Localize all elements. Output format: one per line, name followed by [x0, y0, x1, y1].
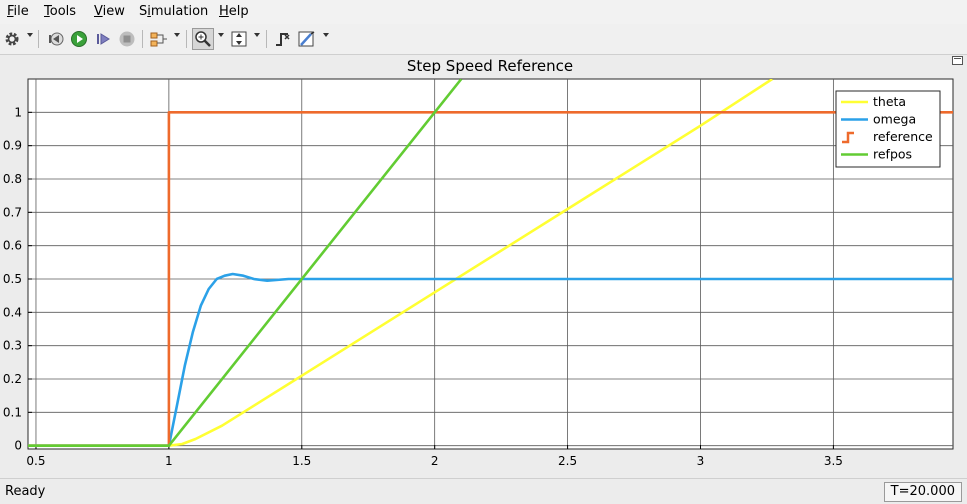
x-tick-label: 3 [697, 454, 705, 468]
run-icon[interactable] [68, 28, 90, 50]
x-tick-label: 3.5 [824, 454, 843, 468]
toolbar-separator [266, 30, 267, 48]
scope-chart[interactable]: Step Speed Reference 0.5 1 1.5 2 2.5 3 3.5 0 0.… [0, 55, 967, 477]
measure-dropdown-icon[interactable] [323, 33, 329, 37]
status-text: Ready [5, 484, 46, 499]
step-back-icon[interactable] [45, 28, 67, 50]
series-line-theta [28, 79, 774, 448]
chart-title: Step Speed Reference [407, 57, 573, 75]
signal-select-icon[interactable] [148, 28, 170, 50]
y-tick-label: 0.9 [3, 139, 22, 153]
toolbar-separator [38, 30, 39, 48]
y-tick-label: 0.6 [3, 239, 22, 253]
menu-simulation[interactable]: Simulation [139, 4, 209, 19]
series-line-omega [28, 272, 953, 448]
cursor-measure-icon[interactable] [296, 28, 318, 50]
x-tick-label: 1 [165, 454, 173, 468]
status-bar: Ready T=20.000 [0, 478, 967, 504]
toolbar-separator [186, 30, 187, 48]
y-tick-label: 0.8 [3, 172, 22, 186]
menu-bar: File Tools View Simulation Help [0, 0, 967, 24]
y-tick-label: 0.1 [3, 405, 22, 419]
menu-view[interactable]: View [94, 4, 125, 19]
simulation-time: T=20.000 [883, 482, 962, 502]
series-group [28, 79, 953, 448]
legend-label-theta: theta [873, 94, 906, 109]
scale-dropdown-icon[interactable] [254, 33, 260, 37]
trigger-icon[interactable] [272, 28, 294, 50]
y-tick-label: 0.2 [3, 372, 22, 386]
zoom-dropdown-icon[interactable] [218, 33, 224, 37]
series-line-refpos [28, 79, 463, 448]
x-tick-label: 2 [431, 454, 439, 468]
menu-file[interactable]: File [7, 4, 29, 19]
scope-panel: Step Speed Reference 0.5 1 1.5 2 2.5 3 3.5 0 0.… [0, 55, 967, 477]
y-tick-label: 0.3 [3, 339, 22, 353]
scale-axes-icon[interactable] [228, 28, 250, 50]
step-forward-icon[interactable] [92, 28, 114, 50]
x-tick-label: 1.5 [292, 454, 311, 468]
zoom-icon[interactable] [192, 28, 214, 50]
toolbar-separator [142, 30, 143, 48]
legend-label-refpos: refpos [873, 147, 912, 162]
signal-dropdown-icon[interactable] [174, 33, 180, 37]
menu-tools[interactable]: Tools [44, 4, 77, 19]
y-tick-label: 0 [14, 439, 22, 453]
undock-icon[interactable] [952, 56, 963, 65]
legend-swatch-reference [842, 131, 854, 144]
legend-label-omega: omega [873, 112, 916, 127]
x-tick-label: 2.5 [558, 454, 577, 468]
gear-icon[interactable] [1, 28, 23, 50]
y-tick-label: 0.4 [3, 305, 22, 319]
plot-area [27, 78, 954, 450]
y-axis: 0 0.1 0.2 0.3 0.4 0.5 0.6 0.7 0.8 0.9 1 [3, 105, 32, 453]
gear-dropdown-icon[interactable] [27, 33, 33, 37]
x-tick-label: 0.5 [26, 454, 45, 468]
toolbar [0, 24, 967, 55]
y-tick-label: 0.7 [3, 205, 22, 219]
x-axis: 0.5 1 1.5 2 2.5 3 3.5 [26, 445, 843, 468]
y-tick-label: 1 [14, 105, 22, 119]
menu-help[interactable]: Help [219, 4, 249, 19]
stop-icon[interactable] [116, 28, 138, 50]
legend-label-reference: reference [873, 129, 933, 144]
legend: theta omega reference refpos [835, 90, 941, 168]
y-tick-label: 0.5 [3, 272, 22, 286]
